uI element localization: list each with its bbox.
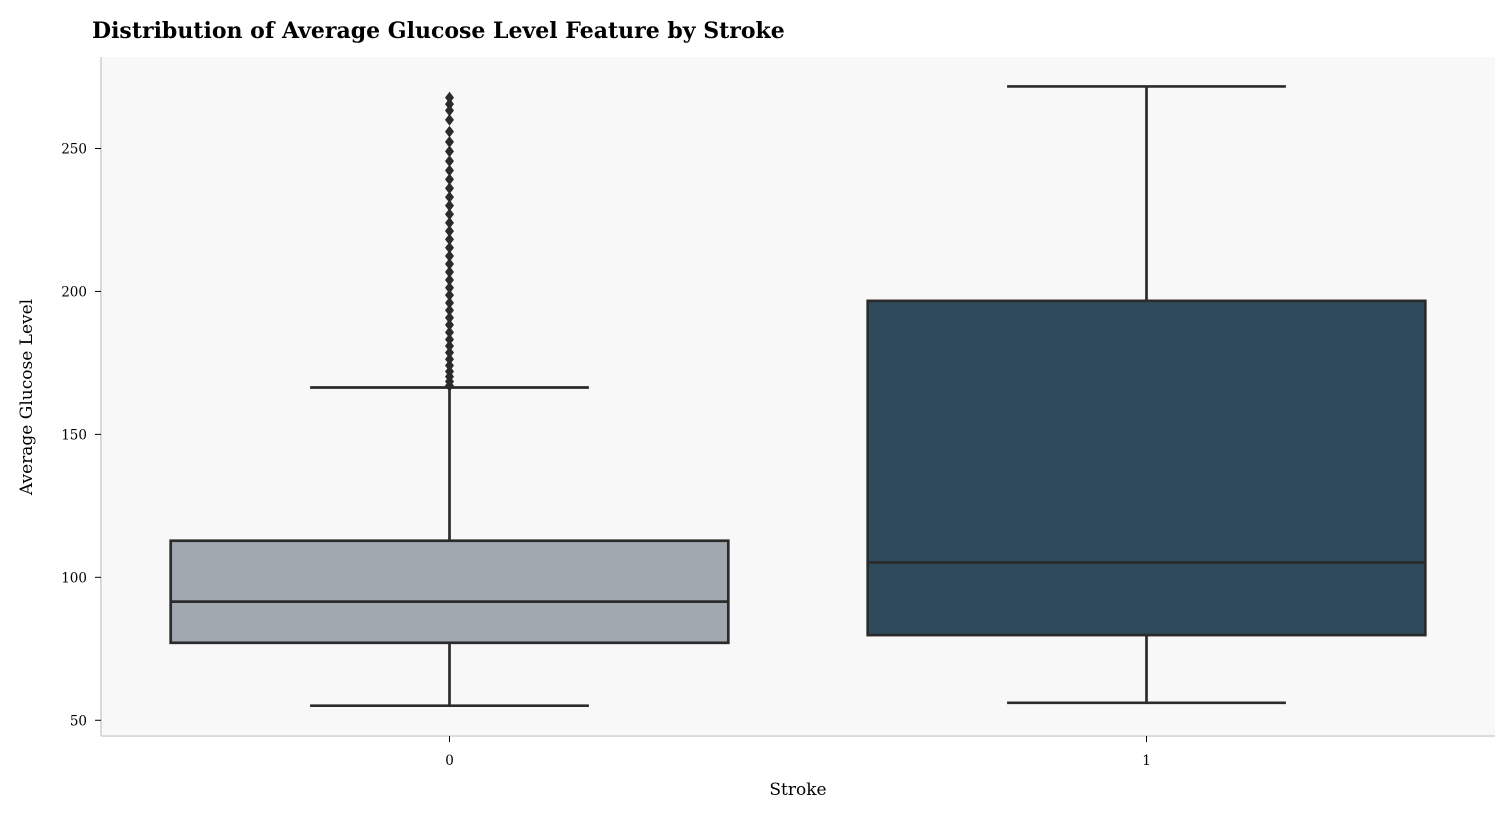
box-group-1 [866, 85, 1427, 705]
outlier-point [444, 297, 455, 309]
y-axis-label: Average Glucose Level [17, 299, 37, 496]
outlier-point [444, 145, 455, 158]
outlier-point [444, 208, 455, 221]
outlier-point [444, 191, 455, 203]
outlier-point [444, 333, 455, 346]
outlier-point [444, 365, 455, 378]
y-tick-label: 100 [61, 570, 87, 586]
box [866, 299, 1427, 637]
y-ticks: 50 100 150 200 250 [61, 141, 101, 729]
outlier-point [444, 359, 455, 372]
outlier-point [444, 104, 455, 117]
chart-title: Distribution of Average Glucose Level Fe… [92, 18, 785, 44]
outlier-point [444, 304, 455, 317]
box [169, 539, 730, 645]
outlier-point [444, 319, 455, 331]
outlier-point [444, 258, 455, 270]
outlier-point [444, 250, 455, 262]
outlier-point [444, 164, 455, 177]
outlier-point [444, 353, 455, 366]
x-tick-label: 0 [445, 753, 454, 769]
outlier-point [444, 114, 455, 126]
y-tick-label: 250 [61, 141, 87, 157]
outlier-point [444, 136, 455, 148]
outlier-point [444, 173, 455, 186]
outlier-point [444, 91, 455, 104]
outlier-point [444, 289, 455, 302]
outlier-point [444, 155, 455, 167]
outlier-point [444, 125, 455, 138]
outlier-point [444, 311, 455, 324]
x-tick-label: 1 [1142, 753, 1151, 769]
outlier-point [444, 281, 455, 294]
outlier-point [444, 340, 455, 352]
outlier-point [444, 346, 455, 359]
outlier-point [444, 233, 455, 246]
outlier-point [444, 182, 455, 195]
x-axis-label: Stroke [769, 780, 826, 800]
outlier-point [444, 216, 455, 229]
outlier-point [444, 274, 455, 286]
boxes [169, 85, 1427, 708]
outlier-point [444, 98, 455, 111]
y-tick-label: 150 [61, 427, 87, 443]
outlier-point [444, 326, 455, 339]
outlier-point [444, 266, 455, 278]
y-tick-label: 50 [70, 713, 87, 729]
box-group-0 [169, 91, 730, 708]
outlier-point [444, 241, 455, 254]
outlier-point [444, 199, 455, 212]
outlier-point [444, 225, 455, 237]
y-tick-label: 200 [61, 284, 87, 300]
